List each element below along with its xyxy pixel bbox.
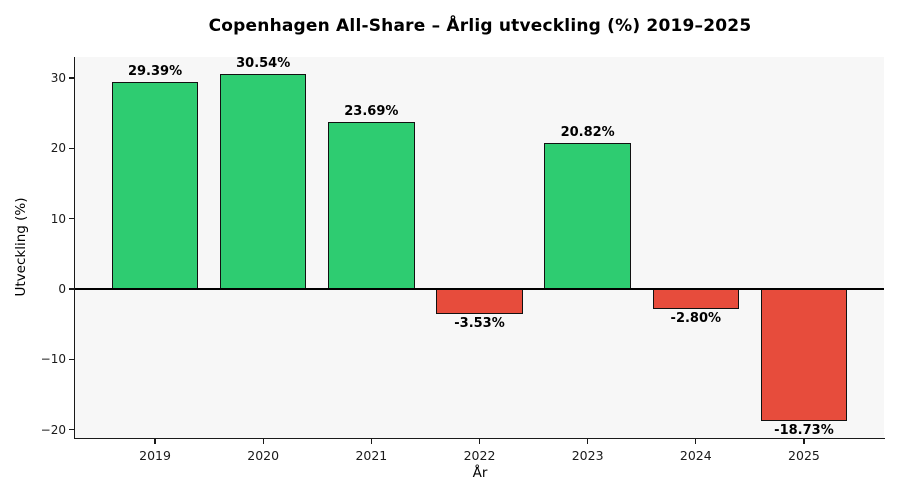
x-tick-mark (154, 439, 156, 445)
x-tick-label-2020: 2020 (247, 448, 280, 463)
x-tick-mark (803, 439, 805, 445)
x-tick-label-2025: 2025 (788, 448, 820, 463)
bar-value-label-2020: 30.54% (236, 56, 291, 72)
y-tick-label: −10 (40, 352, 66, 367)
x-tick-mark (478, 439, 481, 445)
chart-title: Copenhagen All-Share – Årlig utveckling … (208, 16, 752, 36)
bar-value-label-2024: -2.80% (670, 311, 722, 327)
y-tick-label: −20 (40, 422, 66, 437)
y-tick-label: 30 (50, 71, 66, 86)
y-tick-mark (68, 77, 74, 79)
x-tick-mark (370, 439, 372, 445)
y-tick-mark (68, 428, 74, 431)
bar-2024 (652, 288, 740, 309)
bar-value-label-2022: -3.53% (454, 316, 505, 332)
y-axis-spine (73, 57, 75, 440)
y-tick-mark (68, 358, 74, 360)
x-tick-label-2024: 2024 (679, 448, 712, 463)
zero-baseline (75, 288, 884, 290)
bar-value-label-2025: -18.73% (774, 423, 834, 439)
x-axis-spine (73, 438, 885, 440)
bar-value-label-2021: 23.69% (344, 104, 399, 120)
bar-value-label-2019: 29.39% (127, 64, 183, 80)
bar-2022 (436, 288, 523, 314)
y-tick-label: 0 (58, 281, 66, 296)
y-tick-label: 10 (50, 211, 66, 226)
bar-2023 (544, 142, 631, 289)
x-tick-label-2021: 2021 (355, 448, 388, 463)
plot-area (75, 57, 884, 438)
bar-2019 (111, 82, 199, 289)
bar-2020 (219, 74, 307, 289)
y-tick-mark (68, 147, 74, 149)
bar-value-label-2023: 20.82% (560, 124, 615, 140)
x-tick-mark (587, 439, 589, 445)
x-axis-title: År (472, 465, 488, 481)
y-axis-title: Utveckling (%) (13, 197, 29, 297)
bar-2025 (760, 288, 848, 421)
y-tick-mark (68, 218, 74, 220)
x-tick-mark (695, 439, 697, 445)
x-tick-label-2023: 2023 (571, 448, 604, 463)
x-tick-label-2019: 2019 (139, 448, 171, 463)
y-tick-label: 20 (50, 141, 66, 156)
x-tick-mark (262, 439, 264, 445)
x-tick-label-2022: 2022 (463, 448, 496, 463)
y-tick-mark (68, 288, 74, 290)
bar-2021 (328, 122, 415, 289)
